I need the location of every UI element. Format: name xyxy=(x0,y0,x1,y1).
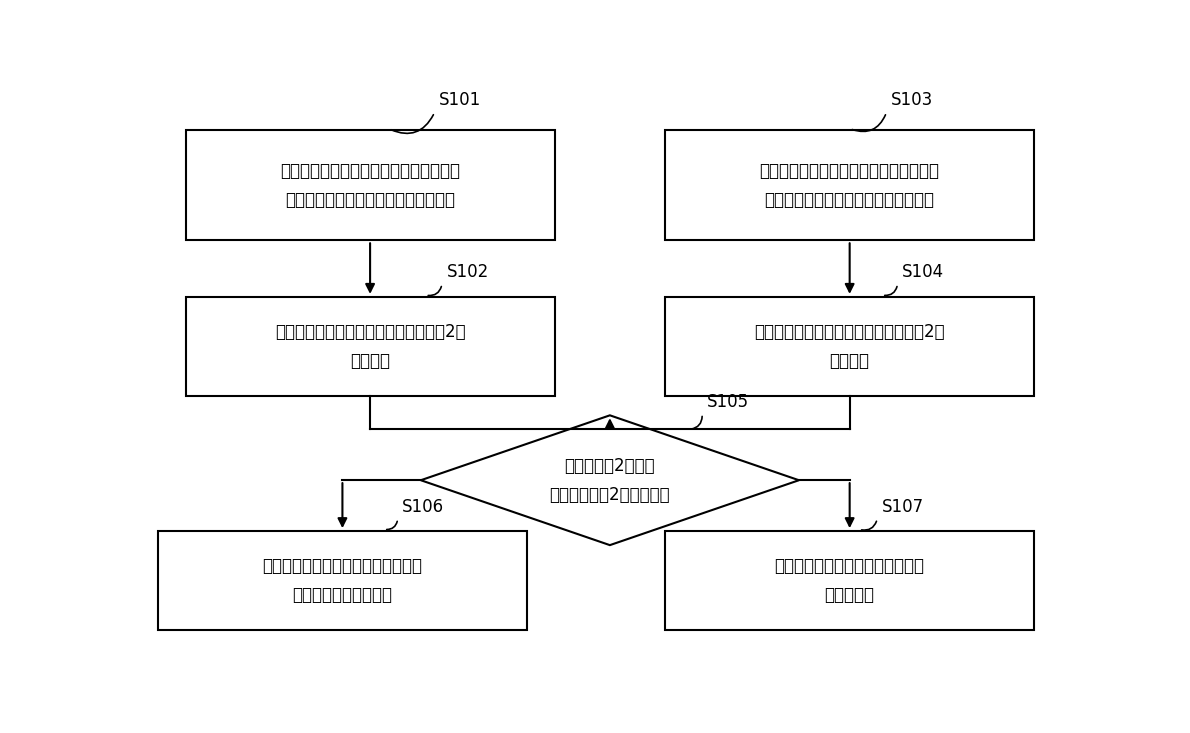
Text: S107: S107 xyxy=(882,498,925,516)
Text: S103: S103 xyxy=(891,92,933,109)
Bar xyxy=(186,130,555,240)
Text: 若比较值小于预设阈值，则输电导
线运行正常: 若比较值小于预设阈值，则输电导 线运行正常 xyxy=(775,557,925,604)
Text: S105: S105 xyxy=(707,393,749,410)
Text: 分析基准状态下的振动特性得到基准前2阶
模态频率: 分析基准状态下的振动特性得到基准前2阶 模态频率 xyxy=(275,323,465,369)
Text: 获取输电导线在运行状态下的振动视频，
提取输电导线在运行状态下的振动特征: 获取输电导线在运行状态下的振动视频， 提取输电导线在运行状态下的振动特征 xyxy=(759,162,940,209)
Bar xyxy=(158,531,527,630)
Text: 获取输电导线在基准状态下的振动视频，
提取输电导线在基准状态下的振动特性: 获取输电导线在基准状态下的振动视频， 提取输电导线在基准状态下的振动特性 xyxy=(280,162,461,209)
Text: 若比较值大于等于预设阈值，则输电
导线运行出现异常状态: 若比较值大于等于预设阈值，则输电 导线运行出现异常状态 xyxy=(263,557,422,604)
Bar xyxy=(665,297,1034,396)
Text: S101: S101 xyxy=(439,92,482,109)
Bar xyxy=(186,297,555,396)
Text: S104: S104 xyxy=(902,263,945,281)
Text: S106: S106 xyxy=(402,498,445,516)
Bar xyxy=(665,531,1034,630)
Bar xyxy=(665,130,1034,240)
Text: S102: S102 xyxy=(446,263,489,281)
Polygon shape xyxy=(421,416,798,545)
Text: 分析运行状态下的振动特征得到运行前2阶
模态频率: 分析运行状态下的振动特征得到运行前2阶 模态频率 xyxy=(754,323,945,369)
Text: 比较基准前2阶模态
频率和运行前2阶模态频率: 比较基准前2阶模态 频率和运行前2阶模态频率 xyxy=(550,457,670,504)
